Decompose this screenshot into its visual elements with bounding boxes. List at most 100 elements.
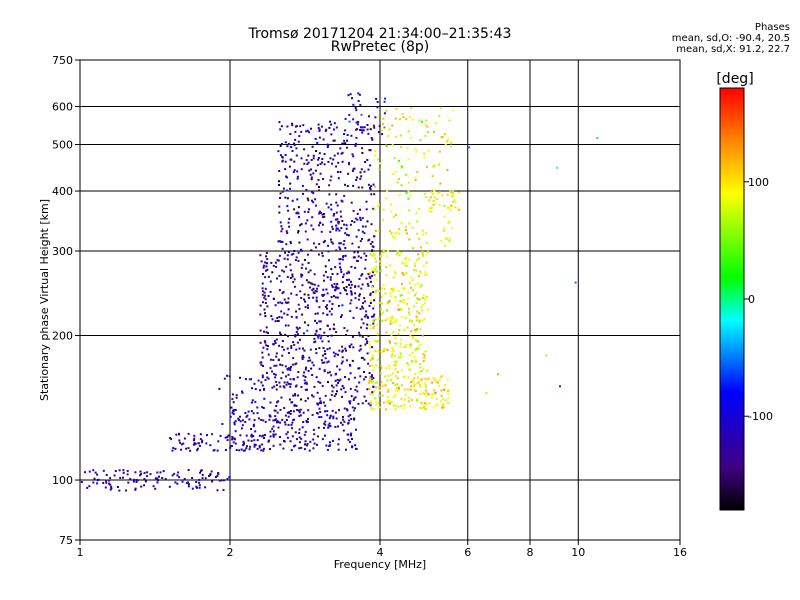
data-point: [415, 347, 418, 350]
data-point: [424, 377, 427, 380]
data-point: [274, 373, 277, 376]
data-point: [269, 415, 272, 418]
data-point: [216, 474, 219, 477]
data-point: [174, 447, 177, 450]
data-point: [432, 377, 435, 380]
data-point: [438, 114, 441, 117]
data-point: [432, 389, 435, 392]
data-point: [423, 152, 426, 155]
data-point: [345, 224, 348, 227]
data-point: [269, 367, 272, 370]
data-point: [398, 355, 401, 358]
data-point: [375, 403, 378, 406]
data-point: [381, 129, 384, 132]
data-point: [388, 367, 391, 370]
data-point: [321, 213, 324, 216]
data-point: [360, 326, 363, 329]
data-point: [125, 489, 127, 492]
data-point: [368, 149, 371, 152]
data-point: [441, 136, 444, 138]
data-point: [407, 400, 410, 403]
data-point: [332, 386, 335, 389]
data-point: [107, 479, 110, 482]
data-point: [394, 337, 397, 340]
data-point: [183, 437, 186, 440]
data-point: [262, 449, 265, 452]
data-point: [416, 297, 419, 300]
data-point: [348, 278, 351, 281]
data-point: [371, 249, 374, 252]
data-point: [392, 235, 395, 238]
data-point: [374, 154, 377, 157]
data-point: [356, 251, 359, 254]
data-point: [315, 322, 318, 325]
data-point: [232, 441, 235, 444]
data-point: [379, 372, 382, 375]
data-point: [344, 254, 347, 257]
data-point: [448, 220, 451, 223]
data-point: [366, 124, 369, 126]
data-point: [406, 362, 409, 365]
data-point: [283, 421, 286, 424]
data-point: [259, 304, 262, 307]
data-point: [319, 337, 322, 340]
data-point: [143, 484, 146, 487]
data-point: [403, 301, 406, 304]
data-point: [281, 155, 284, 158]
data-point: [295, 154, 298, 157]
data-point: [302, 124, 305, 127]
data-point: [279, 408, 282, 411]
data-point: [269, 435, 272, 438]
data-point: [368, 372, 371, 374]
data-point: [413, 324, 416, 326]
data-point: [414, 328, 416, 331]
data-point: [351, 438, 353, 440]
data-point: [356, 128, 359, 131]
data-point: [345, 227, 348, 230]
data-point: [187, 447, 190, 450]
data-point: [395, 375, 397, 377]
data-point: [276, 259, 279, 262]
data-point: [291, 435, 294, 438]
data-point: [293, 404, 296, 407]
data-point: [443, 388, 446, 391]
data-point: [258, 434, 261, 437]
data-point: [410, 107, 413, 110]
data-point: [372, 207, 375, 210]
data-point: [314, 340, 317, 343]
data-point: [114, 470, 117, 472]
data-point: [318, 407, 321, 410]
data-point: [315, 299, 318, 302]
data-point: [309, 359, 312, 362]
data-point: [377, 230, 380, 233]
data-point: [327, 144, 330, 147]
data-point: [317, 284, 320, 287]
data-point: [129, 477, 132, 480]
data-point: [392, 215, 395, 218]
data-point: [341, 281, 344, 284]
data-point: [279, 443, 282, 446]
data-point: [424, 384, 427, 386]
data-point: [264, 287, 267, 290]
data-point: [256, 439, 259, 442]
data-point: [348, 120, 351, 123]
data-point: [352, 346, 355, 349]
data-point: [329, 120, 331, 123]
data-point: [296, 177, 299, 180]
data-point: [317, 336, 320, 339]
data-point: [314, 289, 317, 292]
data-point: [171, 474, 174, 477]
data-point: [302, 421, 305, 423]
data-point: [293, 142, 296, 145]
data-point: [310, 224, 313, 227]
data-point: [132, 480, 135, 483]
data-point: [345, 448, 347, 451]
data-point: [375, 340, 378, 343]
data-point: [274, 415, 277, 418]
data-point: [259, 313, 262, 316]
data-point: [335, 224, 338, 227]
data-point: [300, 223, 303, 226]
data-point: [354, 388, 357, 391]
data-point: [381, 394, 384, 397]
data-point: [339, 171, 342, 173]
